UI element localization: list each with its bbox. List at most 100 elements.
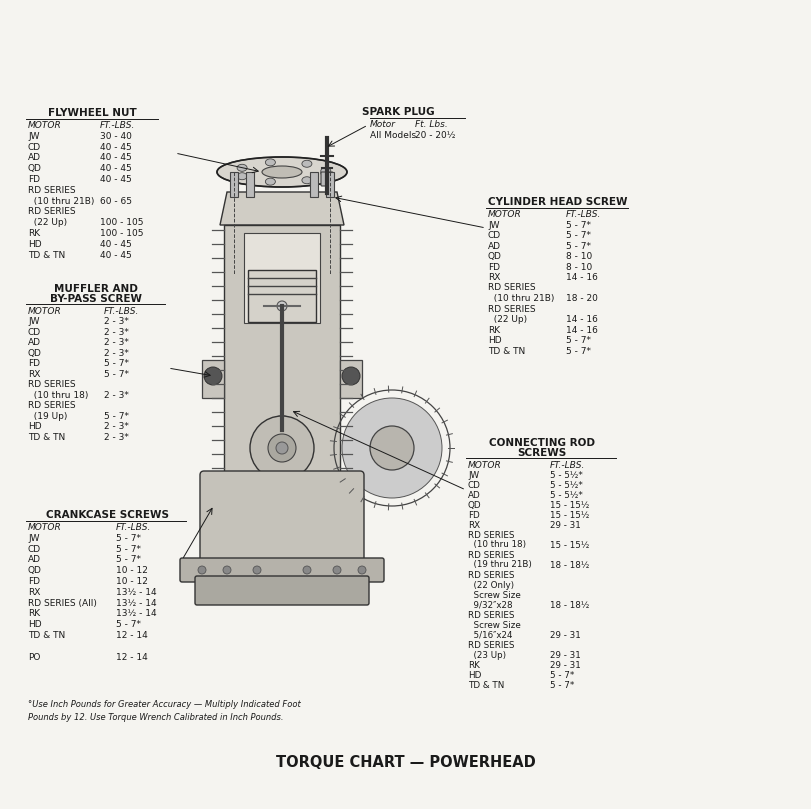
- Text: AD: AD: [467, 490, 480, 499]
- Text: 60 - 65: 60 - 65: [100, 197, 132, 205]
- Text: JW: JW: [28, 534, 40, 543]
- Text: 5 - 7*: 5 - 7*: [116, 556, 141, 565]
- Bar: [247, 270, 315, 322]
- Text: RD SERIES: RD SERIES: [28, 380, 75, 389]
- Text: CYLINDER HEAD SCREW: CYLINDER HEAD SCREW: [488, 197, 627, 207]
- Text: Screw Size: Screw Size: [467, 591, 520, 599]
- Text: RD SERIES: RD SERIES: [467, 531, 514, 540]
- FancyBboxPatch shape: [195, 576, 368, 605]
- Text: 12 - 14: 12 - 14: [116, 631, 148, 640]
- Circle shape: [250, 416, 314, 480]
- Text: PO: PO: [28, 653, 41, 662]
- Text: 18 - 18½: 18 - 18½: [549, 561, 589, 570]
- Text: 15 - 15½: 15 - 15½: [549, 540, 589, 549]
- Circle shape: [341, 398, 441, 498]
- Text: RD SERIES: RD SERIES: [487, 283, 535, 293]
- Text: 29 - 31: 29 - 31: [549, 520, 580, 530]
- Text: MUFFLER AND: MUFFLER AND: [54, 284, 138, 294]
- Text: AD: AD: [28, 154, 41, 163]
- Text: CD: CD: [28, 142, 41, 151]
- Text: 40 - 45: 40 - 45: [100, 142, 131, 151]
- Text: AD: AD: [28, 338, 41, 347]
- Text: QD: QD: [28, 164, 42, 173]
- Text: FT.-LBS.: FT.-LBS.: [565, 210, 601, 219]
- Circle shape: [253, 566, 260, 574]
- Text: 5 - 7*: 5 - 7*: [116, 534, 141, 543]
- Text: 14 - 16: 14 - 16: [565, 325, 597, 334]
- Text: 29 - 31: 29 - 31: [549, 660, 580, 670]
- Text: FD: FD: [487, 262, 500, 272]
- Text: 10 - 12: 10 - 12: [116, 566, 148, 575]
- Text: (10 thru 21B): (10 thru 21B): [28, 197, 94, 205]
- Text: BY-PASS SCREW: BY-PASS SCREW: [50, 294, 142, 303]
- Text: All Models: All Models: [370, 131, 415, 140]
- Text: (19 thru 21B): (19 thru 21B): [467, 561, 531, 570]
- Text: 29 - 31: 29 - 31: [549, 630, 580, 639]
- Text: RX: RX: [467, 520, 479, 530]
- Text: RX: RX: [487, 273, 500, 282]
- Text: SCREWS: SCREWS: [517, 447, 566, 458]
- Bar: [202, 360, 224, 398]
- Text: 13½ - 14: 13½ - 14: [116, 588, 157, 597]
- Text: CONNECTING ROD: CONNECTING ROD: [488, 438, 594, 448]
- Text: 5 - 7*: 5 - 7*: [565, 231, 590, 240]
- Text: Screw Size: Screw Size: [467, 621, 520, 629]
- Bar: [243, 233, 320, 323]
- Text: FT.-LBS.: FT.-LBS.: [116, 523, 151, 532]
- Text: (10 thru 18): (10 thru 18): [467, 540, 526, 549]
- Text: FD: FD: [28, 577, 40, 586]
- Ellipse shape: [302, 176, 311, 184]
- Text: 5 - 7*: 5 - 7*: [549, 680, 573, 689]
- Text: 9/32″x28: 9/32″x28: [467, 600, 512, 609]
- Text: TD & TN: TD & TN: [28, 251, 65, 260]
- Text: TD & TN: TD & TN: [28, 631, 65, 640]
- Text: TD & TN: TD & TN: [487, 346, 525, 355]
- Text: FD: FD: [28, 175, 40, 184]
- Ellipse shape: [320, 170, 330, 176]
- Text: QD: QD: [467, 501, 481, 510]
- Text: HD: HD: [28, 422, 41, 431]
- Circle shape: [370, 426, 414, 470]
- Text: RX: RX: [28, 370, 41, 379]
- Text: RD SERIES: RD SERIES: [28, 207, 75, 216]
- Text: RX: RX: [28, 588, 41, 597]
- Text: 5 - 7*: 5 - 7*: [549, 671, 573, 680]
- Text: 18 - 18½: 18 - 18½: [549, 600, 589, 609]
- Text: 13½ - 14: 13½ - 14: [116, 599, 157, 608]
- Text: 18 - 20: 18 - 20: [565, 294, 597, 303]
- Circle shape: [358, 566, 366, 574]
- Text: RD SERIES: RD SERIES: [467, 550, 514, 560]
- Text: 5/16″x24: 5/16″x24: [467, 630, 512, 639]
- Text: 5 - 7*: 5 - 7*: [104, 412, 129, 421]
- Text: JW: JW: [467, 471, 478, 480]
- Text: CD: CD: [28, 328, 41, 337]
- Text: 15 - 15½: 15 - 15½: [549, 510, 589, 519]
- Text: HD: HD: [28, 239, 41, 249]
- Text: 5 - 5½*: 5 - 5½*: [549, 471, 582, 480]
- Circle shape: [198, 566, 206, 574]
- Circle shape: [276, 442, 288, 454]
- Text: 40 - 45: 40 - 45: [100, 154, 131, 163]
- Text: 40 - 45: 40 - 45: [100, 164, 131, 173]
- Text: 40 - 45: 40 - 45: [100, 251, 131, 260]
- Bar: [224, 225, 340, 475]
- Text: MOTOR: MOTOR: [28, 523, 62, 532]
- Text: 8 - 10: 8 - 10: [565, 252, 591, 261]
- Circle shape: [341, 367, 359, 385]
- Circle shape: [277, 301, 286, 311]
- Circle shape: [268, 434, 296, 462]
- Text: RK: RK: [28, 609, 40, 618]
- Text: 8 - 10: 8 - 10: [565, 262, 591, 272]
- Text: MOTOR: MOTOR: [487, 210, 521, 219]
- Ellipse shape: [217, 157, 346, 187]
- Text: RD SERIES: RD SERIES: [28, 401, 75, 410]
- Text: RD SERIES (All): RD SERIES (All): [28, 599, 97, 608]
- Text: 5 - 7*: 5 - 7*: [116, 621, 141, 629]
- Text: (10 thru 18): (10 thru 18): [28, 391, 88, 400]
- Circle shape: [268, 416, 296, 444]
- Text: RD SERIES: RD SERIES: [467, 570, 514, 579]
- Text: 12 - 14: 12 - 14: [116, 653, 148, 662]
- Text: 2 - 3*: 2 - 3*: [104, 422, 129, 431]
- Text: QD: QD: [28, 349, 42, 358]
- Text: (10 thru 21B): (10 thru 21B): [487, 294, 554, 303]
